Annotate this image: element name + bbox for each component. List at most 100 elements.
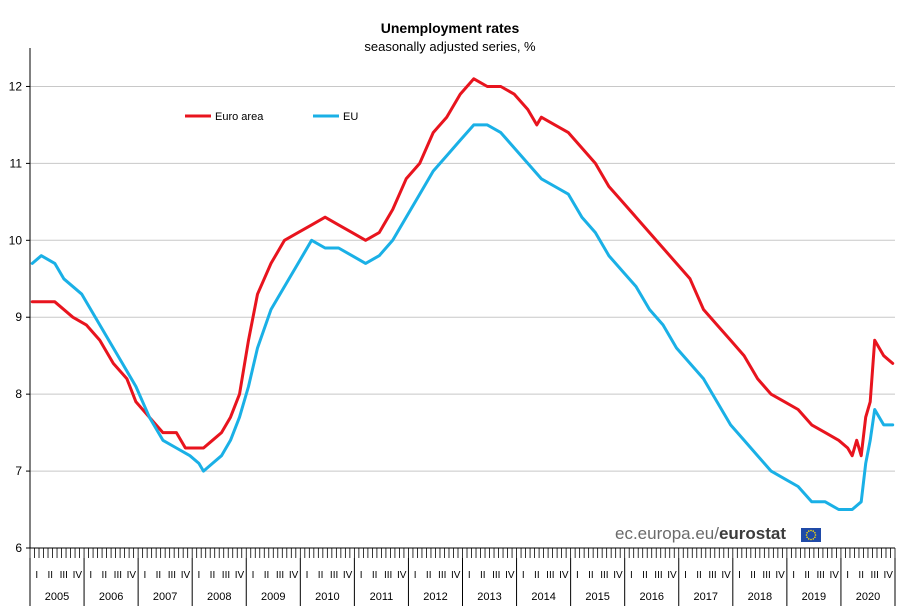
quarter-label: III <box>762 570 770 581</box>
quarter-label: I <box>306 570 309 581</box>
quarter-label: IV <box>884 570 894 581</box>
quarter-label: III <box>654 570 662 581</box>
quarter-label: III <box>492 570 500 581</box>
quarter-label: III <box>276 570 284 581</box>
quarter-label: IV <box>343 570 353 581</box>
quarter-label: IV <box>505 570 515 581</box>
flag-star <box>806 531 808 534</box>
year-label: 2013 <box>477 591 501 603</box>
quarter-label: III <box>222 570 230 581</box>
quarter-label: I <box>792 570 795 581</box>
quarter-label: IV <box>235 570 245 581</box>
quarter-label: II <box>858 570 864 581</box>
quarter-label: I <box>252 570 255 581</box>
quarter-label: I <box>35 570 38 581</box>
quarter-label: III <box>438 570 446 581</box>
quarter-label: IV <box>667 570 677 581</box>
y-tick-label: 6 <box>15 541 22 555</box>
series-line-euro-area <box>30 77 895 458</box>
series-line-eu <box>30 123 895 511</box>
year-label: 2018 <box>748 591 772 603</box>
eu-flag-icon <box>801 528 821 542</box>
flag-star <box>814 534 817 536</box>
quarter-label: II <box>426 570 432 581</box>
year-label: 2010 <box>315 591 339 603</box>
flag-star <box>812 538 815 540</box>
quarter-label: I <box>522 570 525 581</box>
quarter-label: I <box>143 570 146 581</box>
quarter-label: IV <box>289 570 299 581</box>
legend-label: EU <box>343 111 358 123</box>
y-tick-label: 11 <box>10 156 23 170</box>
watermark-brand: eurostat <box>718 524 787 543</box>
quarter-label: II <box>696 570 702 581</box>
flag-star <box>814 536 816 539</box>
quarter-label: I <box>414 570 417 581</box>
quarter-label: I <box>684 570 687 581</box>
quarter-label: II <box>156 570 162 581</box>
quarter-label: III <box>600 570 608 581</box>
quarter-label: I <box>846 570 849 581</box>
quarter-label: III <box>546 570 554 581</box>
flag-star <box>810 529 812 532</box>
quarter-label: I <box>576 570 579 581</box>
chart-title: Unemployment rates <box>380 20 520 36</box>
quarter-label: IV <box>613 570 623 581</box>
quarter-label: III <box>330 570 338 581</box>
quarter-label: IV <box>73 570 83 581</box>
quarter-label: II <box>372 570 378 581</box>
year-label: 2006 <box>99 591 123 603</box>
quarter-label: II <box>480 570 486 581</box>
quarter-label: III <box>708 570 716 581</box>
chart-subtitle: seasonally adjusted series, % <box>364 39 536 54</box>
y-tick-label: 7 <box>15 464 22 478</box>
quarter-label: IV <box>451 570 461 581</box>
quarter-label: IV <box>127 570 137 581</box>
year-label: 2017 <box>694 591 718 603</box>
quarter-label: III <box>384 570 392 581</box>
year-label: 2016 <box>639 591 663 603</box>
quarter-label: III <box>871 570 879 581</box>
quarter-label: IV <box>775 570 785 581</box>
quarter-label: I <box>630 570 633 581</box>
quarter-label: IV <box>397 570 407 581</box>
gridlines <box>30 85 895 472</box>
year-label: 2014 <box>531 591 555 603</box>
flag-star <box>810 538 812 541</box>
quarter-label: III <box>168 570 176 581</box>
quarter-label: II <box>102 570 108 581</box>
quarter-label: III <box>60 570 68 581</box>
quarter-label: IV <box>559 570 569 581</box>
watermark-prefix: ec.europa.eu/ <box>615 524 719 543</box>
y-tick-label: 8 <box>15 387 22 401</box>
flag-star <box>807 530 810 532</box>
quarter-label: III <box>114 570 122 581</box>
year-label: 2015 <box>585 591 609 603</box>
quarter-label: III <box>816 570 824 581</box>
eurostat-watermark: ec.europa.eu/eurostat <box>615 524 786 544</box>
quarter-label: I <box>738 570 741 581</box>
y-tick-label: 9 <box>15 310 22 324</box>
axes <box>26 48 895 549</box>
quarter-label: II <box>47 570 53 581</box>
y-tick-labels: 6 7 8 9 10 11 12 <box>9 79 23 555</box>
year-label: 2007 <box>153 591 177 603</box>
legend: Euro area EU <box>185 111 358 123</box>
year-label: 2005 <box>45 591 69 603</box>
flag-star <box>805 534 808 536</box>
quarter-label: II <box>750 570 756 581</box>
year-label: 2019 <box>802 591 826 603</box>
year-label: 2008 <box>207 591 231 603</box>
quarter-label: II <box>210 570 216 581</box>
quarter-label: II <box>318 570 324 581</box>
year-label: 2012 <box>423 591 447 603</box>
quarter-label: IV <box>829 570 839 581</box>
quarter-label: II <box>264 570 270 581</box>
quarter-label: I <box>198 570 201 581</box>
flag-star <box>812 530 815 532</box>
flag-star <box>814 531 816 534</box>
quarter-label: I <box>468 570 471 581</box>
series-lines <box>30 77 895 511</box>
